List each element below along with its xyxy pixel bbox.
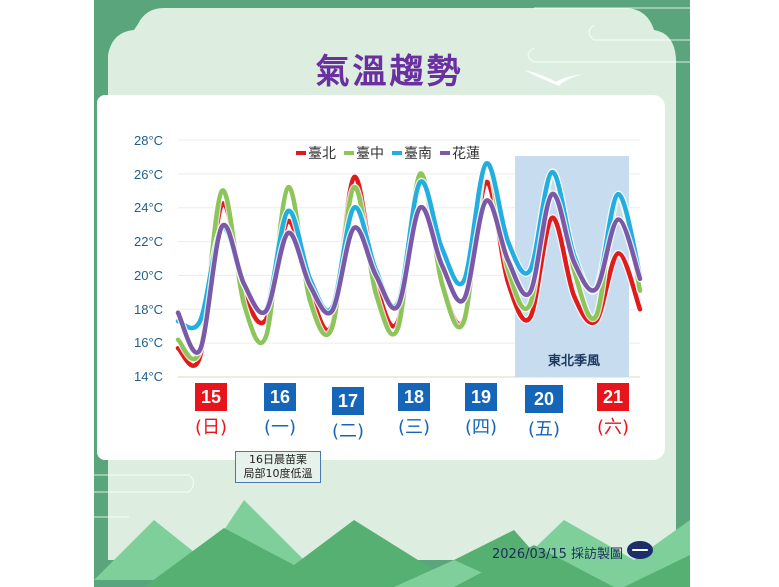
day-number: 20: [525, 385, 563, 413]
legend-swatch-icon: [392, 151, 402, 155]
legend-swatch-icon: [344, 151, 354, 155]
day-number: 21: [597, 383, 629, 411]
legend-item-taichung: 臺中: [344, 143, 384, 163]
y-tick-label: 28°C: [134, 133, 164, 148]
day-weekday: (一): [263, 417, 297, 438]
day-weekday: (六): [596, 417, 630, 438]
day-label-20: 20 (五): [525, 385, 563, 441]
day-weekday: (日): [194, 417, 228, 438]
day-number: 19: [465, 383, 497, 411]
legend-item-tainan: 臺南: [392, 143, 432, 163]
day-number: 18: [398, 383, 430, 411]
day-label-17: 17 (二): [330, 387, 366, 443]
day-weekday: (四): [464, 417, 498, 438]
day-weekday: (五): [527, 419, 561, 440]
day-label-16: 16 (一): [262, 383, 298, 439]
day-number: 17: [332, 387, 364, 415]
footer-credit: 2026/03/15 採訪製圖: [492, 547, 624, 562]
series-line-花蓮: [175, 191, 643, 355]
y-tick-label: 22°C: [134, 234, 164, 249]
day-label-15: 15 (日): [193, 383, 229, 439]
note-line: 16日晨苗栗: [249, 453, 307, 466]
legend-label: 花蓮: [452, 146, 480, 162]
low-temp-note: 16日晨苗栗 局部10度低溫: [235, 451, 321, 483]
day-weekday: (二): [331, 421, 365, 442]
y-tick-label: 18°C: [134, 302, 164, 317]
day-label-18: 18 (三): [396, 383, 432, 439]
y-tick-label: 20°C: [134, 268, 164, 283]
series-lines: [174, 159, 644, 370]
day-number: 15: [195, 383, 227, 411]
legend-swatch-icon: [440, 151, 450, 155]
note-line: 局部10度低溫: [243, 467, 313, 480]
y-tick-label: 14°C: [134, 369, 164, 384]
chart-legend: 臺北 臺中 臺南 花蓮: [296, 143, 480, 163]
day-label-19: 19 (四): [463, 383, 499, 439]
y-tick-label: 26°C: [134, 167, 164, 182]
monsoon-label: 東北季風: [548, 354, 601, 369]
legend-label: 臺中: [356, 146, 384, 162]
y-tick-label: 16°C: [134, 335, 164, 350]
legend-label: 臺南: [404, 146, 432, 162]
legend-item-taipei: 臺北: [296, 143, 336, 163]
agency-logo-icon: [627, 541, 653, 559]
page-title: 氣溫趨勢: [315, 52, 464, 92]
day-weekday: (三): [397, 417, 431, 438]
y-tick-label: 24°C: [134, 200, 164, 215]
day-label-21: 21 (六): [595, 383, 631, 439]
legend-item-hualien: 花蓮: [440, 143, 480, 163]
legend-swatch-icon: [296, 151, 306, 155]
legend-label: 臺北: [308, 146, 336, 162]
day-number: 16: [264, 383, 296, 411]
